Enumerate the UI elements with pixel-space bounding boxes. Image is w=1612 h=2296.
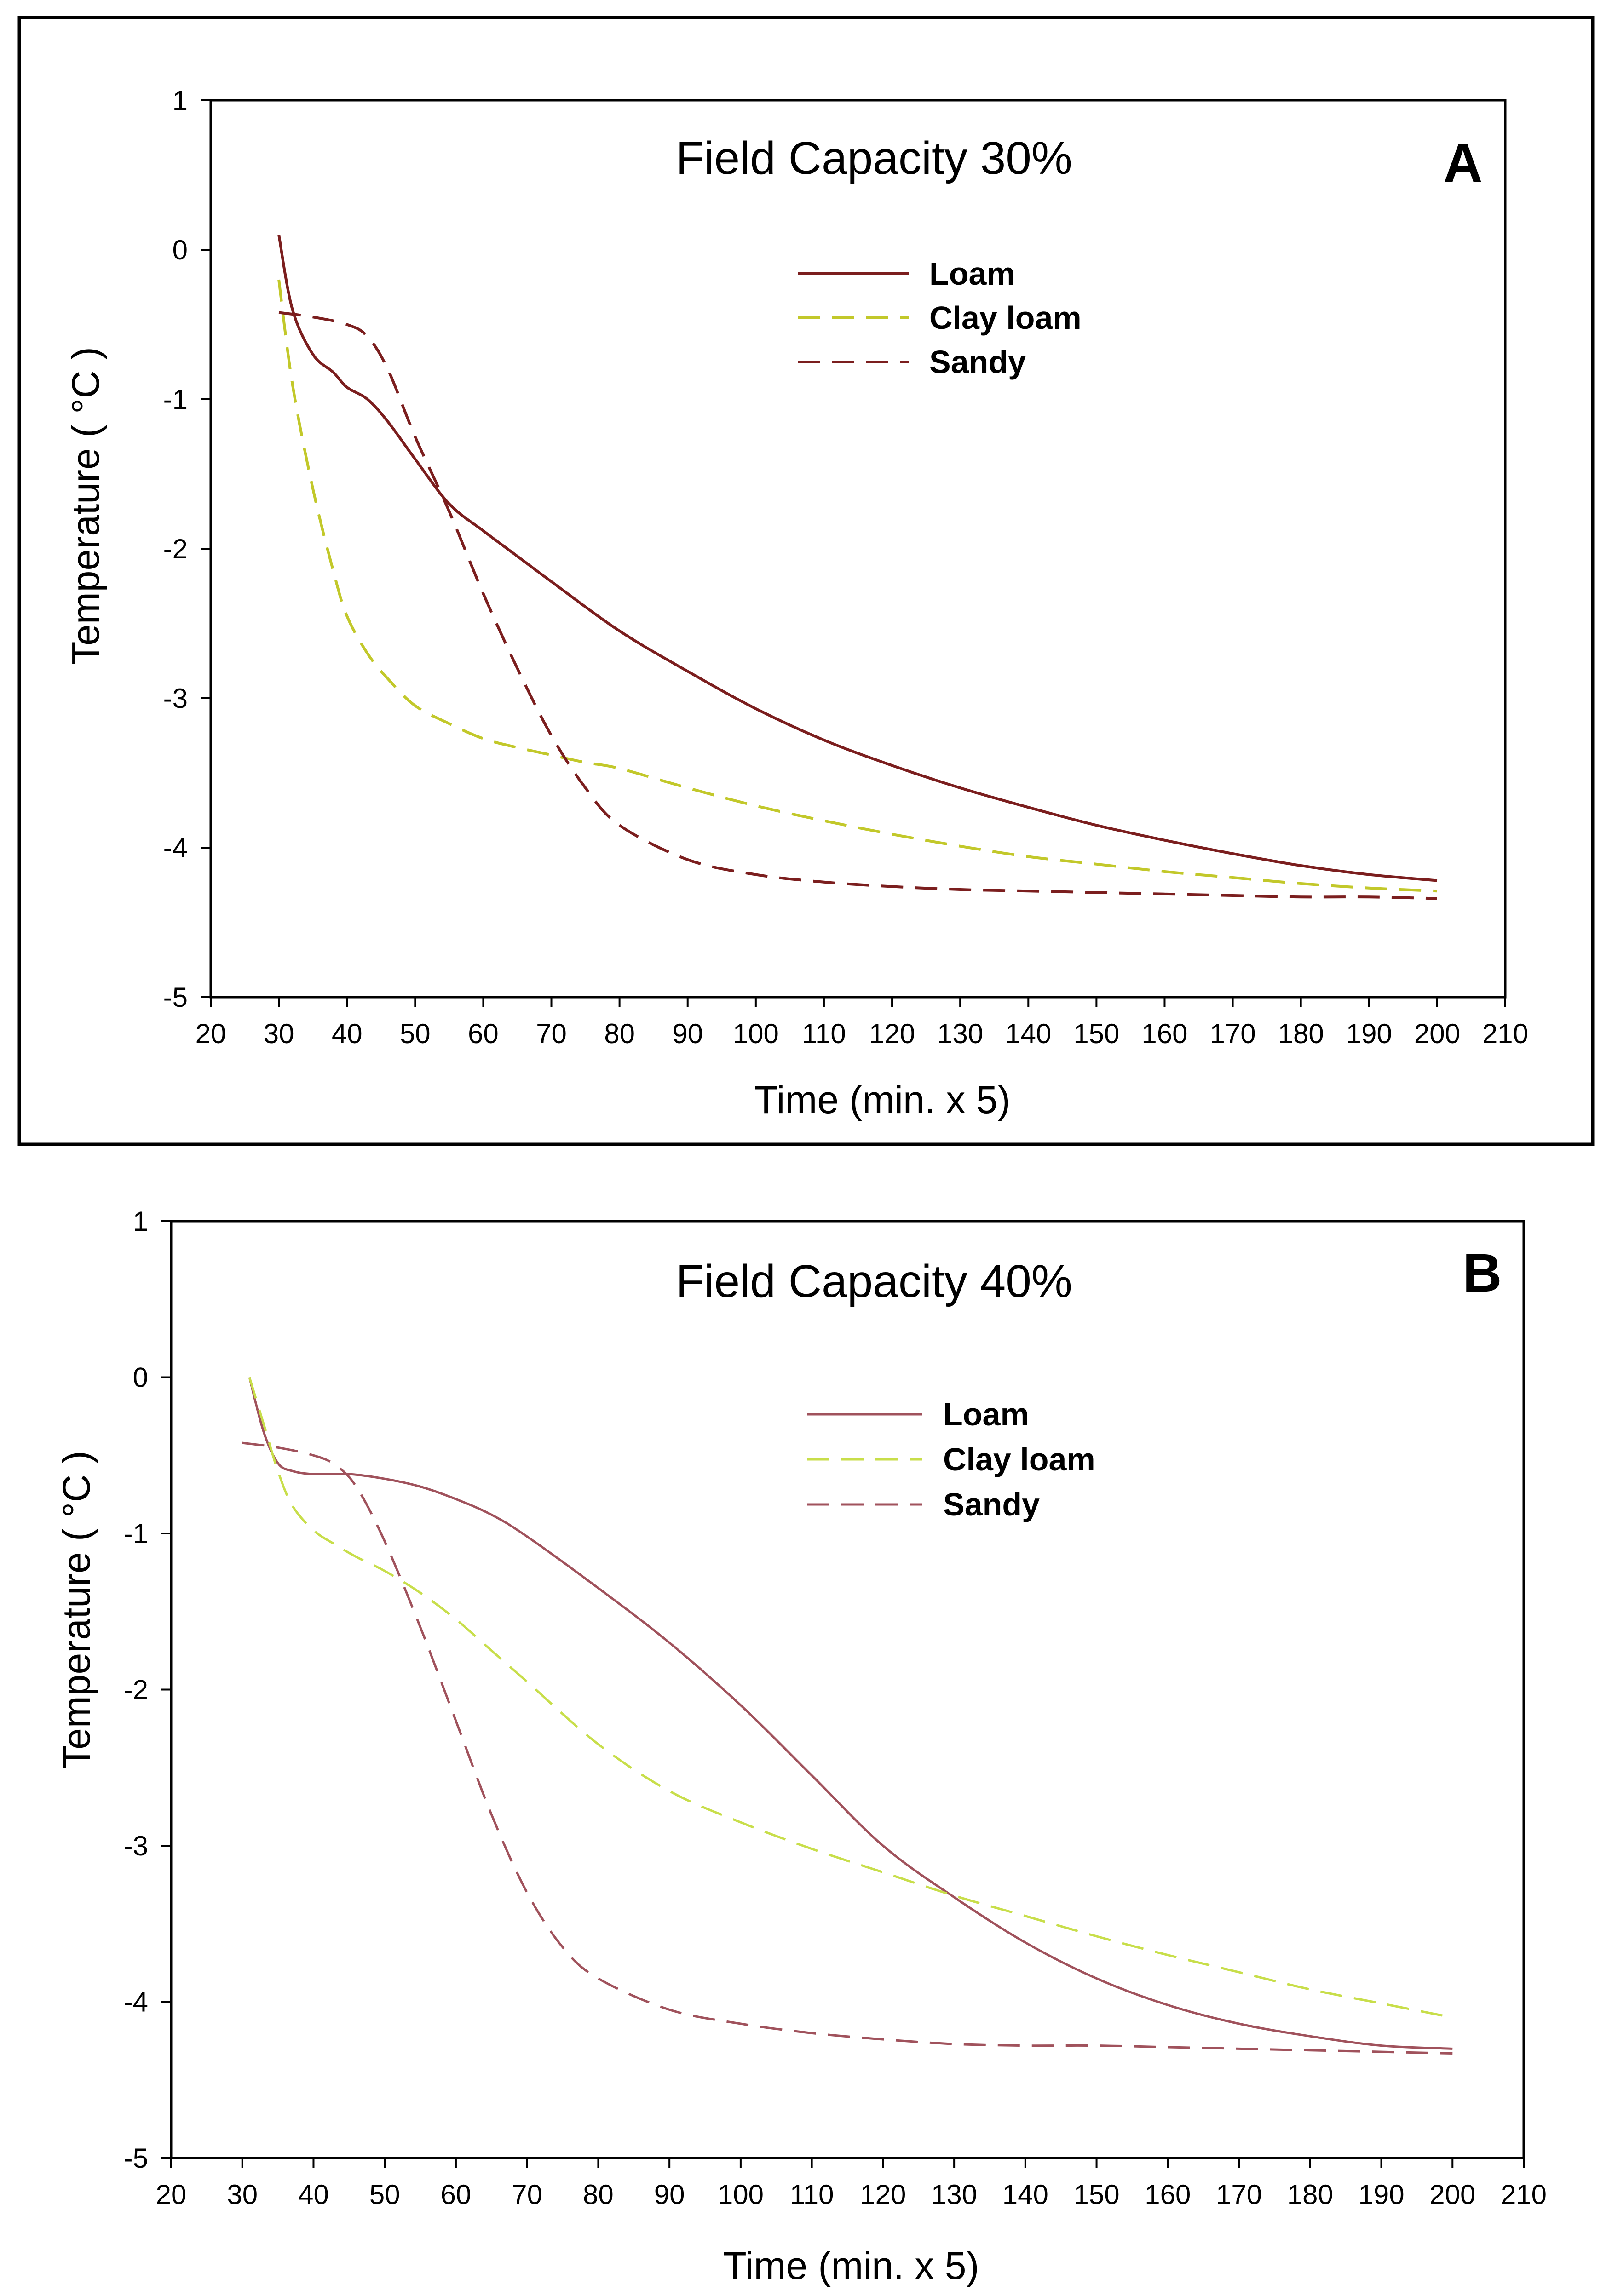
panel-a-x-tick-label: 60 — [468, 1018, 499, 1049]
panel-a-x-tick-label: 150 — [1073, 1018, 1119, 1049]
panel-a-x-tick-label: 160 — [1141, 1018, 1187, 1049]
panel-a-x-tick-label: 40 — [332, 1018, 363, 1049]
panel-a-x-tick-label: 80 — [604, 1018, 635, 1049]
panel-a-x-tick-label: 170 — [1210, 1018, 1256, 1049]
panel-b-y-tick-label: -4 — [124, 1987, 148, 2018]
panel-a-x-tick-label: 20 — [196, 1018, 226, 1049]
panel-a-frame — [17, 16, 1595, 1146]
panel-a-x-tick-label: 90 — [672, 1018, 703, 1049]
panel-b-x-tick-label: 140 — [1002, 2179, 1048, 2210]
panel-b-x-tick-label: 170 — [1216, 2179, 1262, 2210]
panel-b-x-tick-label: 110 — [790, 2179, 834, 2210]
panel-a-chart: Field Capacity 30% A Time (min. x 5) Tem… — [17, 16, 1595, 1146]
panel-b-x-tick-label: 90 — [654, 2179, 685, 2210]
panel-b-y-axis-title: Temperature ( °C ) — [55, 1451, 98, 1769]
panel-a-series-sandy — [278, 311, 1437, 900]
panel-b-title: Field Capacity 40% — [676, 1256, 1072, 1307]
panel-b-y-tick-label: -2 — [124, 1675, 148, 1705]
panel-a-y-tick-label: -4 — [163, 832, 188, 863]
panel-b-y-tick-label: 1 — [133, 1206, 148, 1237]
panel-a-series-clay-loam — [277, 279, 1438, 893]
panel-b-series-sandy — [242, 1441, 1453, 2055]
panel-b-x-tick-label: 70 — [512, 2179, 542, 2210]
panel-b-legend-label: Sandy — [943, 1487, 1040, 1522]
panel-a-x-tick-label: 110 — [802, 1018, 846, 1049]
panel-a-x-tick-label: 100 — [733, 1018, 779, 1049]
panel-b-series-loam — [248, 1377, 1453, 2050]
panel-b-x-axis-title: Time (min. x 5) — [723, 2244, 979, 2287]
panel-a-x-tick-label: 180 — [1278, 1018, 1324, 1049]
panel-a-x-tick-label: 130 — [937, 1018, 983, 1049]
panel-a-letter: A — [1443, 133, 1482, 194]
panel-a-x-tick-label: 200 — [1414, 1018, 1460, 1049]
panel-b-x-tick-label: 30 — [227, 2179, 258, 2210]
panel-b-x-tick-label: 160 — [1145, 2179, 1191, 2210]
panel-b-y-tick-label: -1 — [124, 1518, 148, 1549]
panel-b-x-tick-label: 200 — [1429, 2179, 1475, 2210]
panel-b-x-tick-label: 130 — [931, 2179, 977, 2210]
panel-b-legend-label: Loam — [943, 1396, 1029, 1432]
panel-b-chart: Field Capacity 40% B Time (min. x 5) Tem… — [55, 1206, 1547, 2287]
panel-a-title: Field Capacity 30% — [676, 132, 1072, 184]
panel-b-x-tick-label: 50 — [369, 2179, 400, 2210]
panel-a-x-tick-label: 190 — [1346, 1018, 1392, 1049]
panel-a-legend-label: Sandy — [929, 344, 1026, 380]
panel-b-legend: Loam Clay loam Sandy — [807, 1396, 1095, 1522]
panel-b-x-tick-label: 40 — [298, 2179, 329, 2210]
panel-b-x-tick-label: 210 — [1501, 2179, 1547, 2210]
panel-b-x-tick-label: 120 — [860, 2179, 906, 2210]
panel-b-series-clay-loam — [248, 1377, 1453, 2019]
panel-b-letter: B — [1462, 1243, 1502, 1303]
panel-b-y-tick-label: -3 — [124, 1831, 148, 1861]
panel-a-legend: Loam Clay loam Sandy — [798, 256, 1082, 380]
panel-b-y-tick-label: 0 — [133, 1362, 148, 1393]
panel-a-x-tick-label: 140 — [1005, 1018, 1051, 1049]
panel-b-x-tick-label: 60 — [441, 2179, 472, 2210]
panel-a-y-tick-label: -2 — [163, 534, 188, 564]
panel-b-x-tick-label: 20 — [156, 2179, 187, 2210]
panel-a-legend-label: Loam — [929, 256, 1015, 292]
panel-a-series-loam — [277, 234, 1438, 882]
panel-b-x-tick-label: 150 — [1074, 2179, 1120, 2210]
panel-b-x-tick-label: 80 — [583, 2179, 614, 2210]
panel-a-y-axis-title: Temperature ( °C ) — [64, 347, 107, 665]
panel-a-x-tick-label: 30 — [264, 1018, 294, 1049]
panel-a-y-tick-label: -5 — [163, 982, 188, 1013]
panel-b-x-tick-label: 180 — [1287, 2179, 1333, 2210]
panel-a-legend-label: Clay loam — [929, 300, 1082, 336]
panel-a-y-tick-label: -3 — [163, 683, 188, 714]
panel-a-y-tick-label: -1 — [163, 384, 188, 415]
panel-a-y-tick-label: 1 — [173, 85, 188, 116]
panel-a-x-tick-label: 50 — [400, 1018, 431, 1049]
panel-a-x-tick-label: 70 — [536, 1018, 567, 1049]
panel-b-legend-label: Clay loam — [943, 1441, 1095, 1477]
panel-a-x-tick-label: 210 — [1482, 1018, 1528, 1049]
panel-b-x-tick-label: 100 — [718, 2179, 764, 2210]
panel-a-x-axis-title: Time (min. x 5) — [754, 1078, 1011, 1121]
panel-a-x-tick-label: 120 — [869, 1018, 915, 1049]
panel-a-y-tick-label: 0 — [173, 235, 188, 265]
panel-b-y-tick-label: -5 — [124, 2143, 148, 2174]
panel-b-x-tick-label: 190 — [1358, 2179, 1404, 2210]
